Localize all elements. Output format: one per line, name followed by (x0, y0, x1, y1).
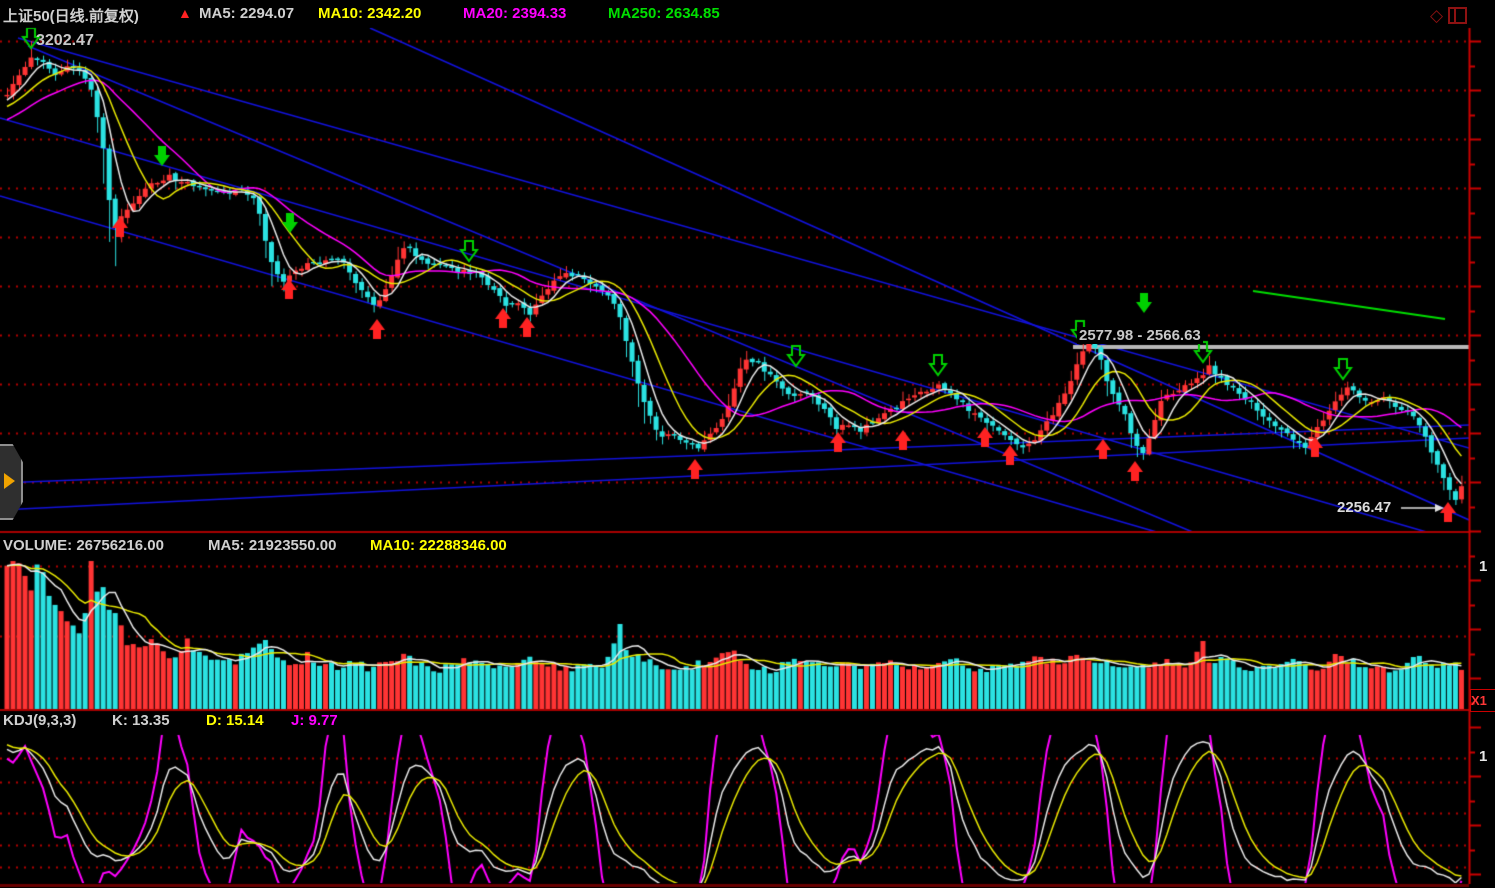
ma5-value: MA5: 2294.07 (199, 5, 295, 22)
ma20-value: MA20: 2394.33 (463, 5, 567, 22)
window-icon[interactable] (1448, 7, 1468, 24)
instrument-title: 上证50(日线.前复权) (3, 8, 139, 25)
peak-price-label: 3202.47 (36, 32, 94, 49)
kdj-indicator-label: KDJ(9,3,3) (3, 712, 77, 729)
volume-axis-value-label: 1 (1479, 558, 1488, 575)
ma10-value: MA10: 2342.20 (318, 5, 422, 22)
kdj-k-value: K: 13.35 (112, 712, 170, 729)
zoom-scale-badge: X1 (1470, 689, 1495, 712)
titlebar-icons: ◇ (1430, 6, 1468, 25)
expand-arrow-icon (4, 473, 15, 489)
resistance-range-label: 2577.98 - 2566.63 (1077, 327, 1203, 344)
sidebar-expand-handle[interactable] (0, 444, 23, 520)
kdj-d-value: D: 15.14 (206, 712, 264, 729)
low-price-label: 2256.47 (1337, 499, 1392, 516)
kdj-j-value: J: 9.77 (291, 712, 338, 729)
diamond-icon[interactable]: ◇ (1430, 6, 1444, 25)
volume-value: VOLUME: 26756216.00 (3, 537, 164, 554)
trend-up-arrow-icon: ▲ (178, 5, 192, 21)
kdj-axis-value-label: 1 (1479, 748, 1488, 765)
volume-ma5-value: MA5: 21923550.00 (208, 537, 337, 554)
volume-ma10-value: MA10: 22288346.00 (370, 537, 507, 554)
ma250-value: MA250: 2634.85 (608, 5, 720, 22)
